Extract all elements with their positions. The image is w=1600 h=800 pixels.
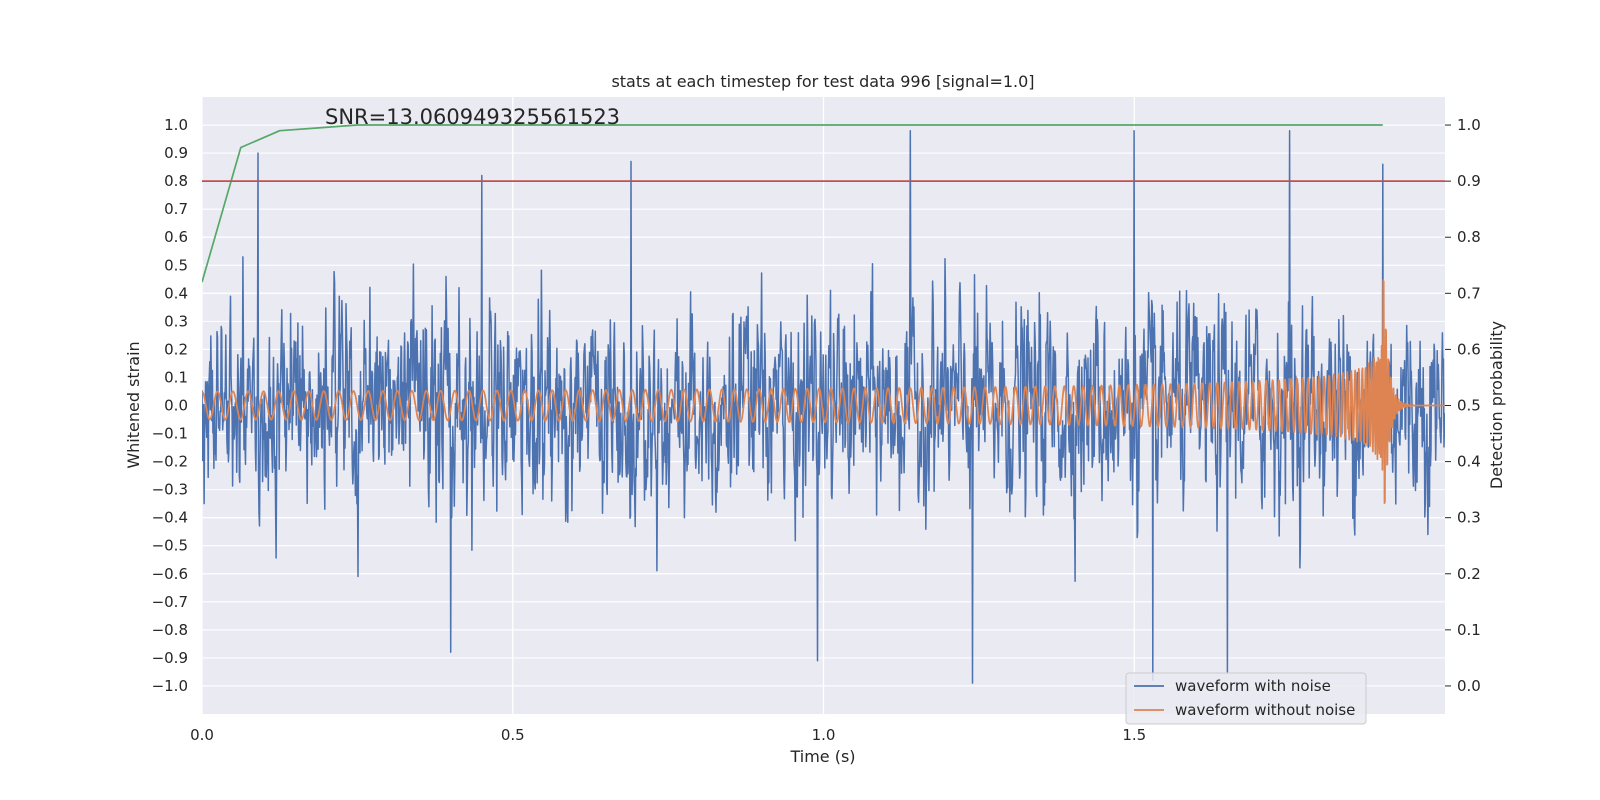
y-tick-label: 0.9 xyxy=(164,144,188,162)
series-layer xyxy=(202,124,1445,684)
series-waveform-with-noise xyxy=(202,129,1445,684)
y-tick-label: −0.6 xyxy=(152,565,188,583)
y-tick-label: −0.1 xyxy=(152,425,188,443)
y-tick-label: −0.3 xyxy=(152,481,188,499)
legend: waveform with noise waveform without noi… xyxy=(1125,672,1367,725)
y-tick-label: −0.8 xyxy=(152,621,188,639)
x-axis-label: Time (s) xyxy=(789,747,855,766)
chart-title: stats at each timestep for test data 996… xyxy=(611,72,1034,91)
x-tick-label: 1.0 xyxy=(812,726,836,744)
y-tick-label: −0.7 xyxy=(152,593,188,611)
y-tick-label: 0.7 xyxy=(164,200,188,218)
y-tick-label: 0.0 xyxy=(164,397,188,415)
y-tick-label: 0.5 xyxy=(164,256,188,274)
y-right-tick-label: 0.8 xyxy=(1457,228,1481,246)
y-right-tick-label: 0.0 xyxy=(1457,677,1481,695)
y-tick-label: 1.0 xyxy=(164,116,188,134)
y-axis-right-label: Detection probability xyxy=(1487,321,1506,489)
y-tick-label: −1.0 xyxy=(152,677,188,695)
series-waveform-without-noise xyxy=(202,279,1445,505)
x-tick-label: 1.5 xyxy=(1122,726,1146,744)
y-right-tick-label: 0.1 xyxy=(1457,621,1481,639)
y-tick-label: −0.2 xyxy=(152,453,188,471)
y-right-tick-label: 0.6 xyxy=(1457,340,1481,358)
legend-label-waveform-without-noise: waveform without noise xyxy=(1175,701,1355,719)
y-tick-label: 0.2 xyxy=(164,340,188,358)
y-tick-label: −0.5 xyxy=(152,537,188,555)
legend-label-waveform-with-noise: waveform with noise xyxy=(1175,677,1331,695)
y-right-tick-label: 0.9 xyxy=(1457,172,1481,190)
y-tick-label: 0.6 xyxy=(164,228,188,246)
y-right-tick-label: 1.0 xyxy=(1457,116,1481,134)
y-tick-label: 0.3 xyxy=(164,312,188,330)
x-tick-label: 0.0 xyxy=(190,726,214,744)
y-right-tick-label: 0.3 xyxy=(1457,509,1481,527)
series-detection-probability xyxy=(202,124,1383,283)
y-right-tick-label: 0.5 xyxy=(1457,397,1481,415)
y-right-tick-label: 0.2 xyxy=(1457,565,1481,583)
x-axis: 0.0 0.5 1.0 1.5 xyxy=(190,726,1146,744)
x-tick-label: 0.5 xyxy=(501,726,525,744)
snr-annotation: SNR=13.060949325561523 xyxy=(325,105,620,129)
legend-box xyxy=(1125,672,1367,725)
y-tick-label: 0.1 xyxy=(164,368,188,386)
y-right-tick-label: 0.7 xyxy=(1457,284,1481,302)
y-tick-label: 0.4 xyxy=(164,284,188,302)
y-axis-right: 0.0 0.1 0.2 0.3 0.4 0.5 0.6 0.7 0.8 0.9 1.0 xyxy=(1445,116,1481,695)
y-axis-left: −1.0 −0.9 −0.8 −0.7 −0.6 −0.5 −0.4 −0.3 −0.2 −0.1… xyxy=(152,116,188,695)
y-tick-label: 0.8 xyxy=(164,172,188,190)
y-right-tick-label: 0.4 xyxy=(1457,453,1481,471)
y-tick-label: −0.9 xyxy=(152,649,188,667)
y-axis-label: Whitened strain xyxy=(124,341,143,468)
y-tick-label: −0.4 xyxy=(152,509,188,527)
